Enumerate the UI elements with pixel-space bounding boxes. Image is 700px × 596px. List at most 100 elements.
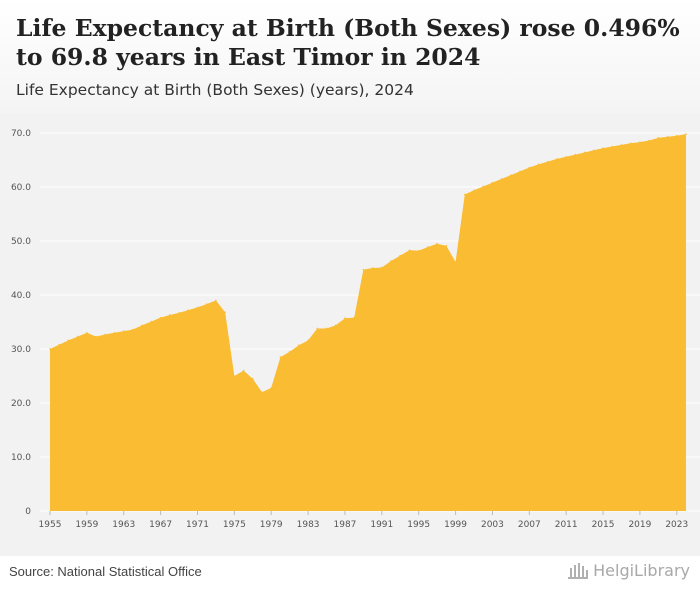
data-point xyxy=(565,155,567,158)
data-point xyxy=(187,309,190,311)
data-point xyxy=(500,178,503,180)
x-tick-label: 1987 xyxy=(334,520,357,530)
x-tick-label: 2023 xyxy=(665,520,688,530)
data-point xyxy=(473,189,475,192)
data-point xyxy=(399,254,402,257)
y-tick-label: 40.0 xyxy=(11,291,31,301)
data-point xyxy=(556,158,558,160)
y-tick-label: 50.0 xyxy=(11,237,31,247)
x-tick-label: 1999 xyxy=(444,520,467,530)
y-tick-label: 20.0 xyxy=(11,399,31,409)
data-point xyxy=(141,324,143,327)
data-point xyxy=(685,133,687,135)
chart-subtitle: Life Expectancy at Birth (Both Sexes) (y… xyxy=(16,81,414,99)
data-point xyxy=(178,312,180,314)
x-tick-label: 1995 xyxy=(407,520,430,530)
library-building-icon xyxy=(567,562,589,580)
data-point xyxy=(224,311,226,314)
data-point xyxy=(353,316,355,319)
data-point xyxy=(205,303,208,305)
data-point xyxy=(666,135,669,138)
data-point xyxy=(215,299,217,302)
data-point xyxy=(122,330,125,332)
data-point xyxy=(76,335,79,338)
data-point xyxy=(546,160,549,163)
data-point xyxy=(639,141,641,143)
data-point xyxy=(316,327,319,330)
data-point xyxy=(593,149,595,152)
x-tick-label: 1991 xyxy=(370,520,393,530)
data-point xyxy=(371,267,374,269)
data-point xyxy=(620,144,623,146)
data-point xyxy=(648,139,650,142)
brand-name: HelgiLibrary xyxy=(593,561,690,580)
data-point xyxy=(298,344,300,347)
area-chart: 010.020.030.040.050.060.070.0 1955 1959 19… xyxy=(11,129,700,530)
data-point xyxy=(325,327,328,330)
data-point xyxy=(528,166,531,169)
data-point xyxy=(417,249,420,252)
x-tick-label: 1983 xyxy=(297,520,320,530)
data-point xyxy=(113,332,116,334)
life-expectancy-area xyxy=(50,134,686,511)
data-point xyxy=(510,174,512,176)
x-tick-label: 2015 xyxy=(592,520,615,530)
data-point xyxy=(196,306,199,309)
data-point xyxy=(445,245,448,247)
data-point xyxy=(629,142,632,145)
data-point xyxy=(519,170,521,173)
data-point xyxy=(58,343,61,346)
data-point xyxy=(381,266,383,269)
data-point xyxy=(251,377,254,380)
data-point xyxy=(454,261,457,263)
y-tick-label: 60.0 xyxy=(11,183,31,193)
data-point xyxy=(583,151,586,154)
data-point xyxy=(233,375,236,377)
data-point xyxy=(95,335,97,338)
data-point xyxy=(67,339,70,342)
data-point xyxy=(344,317,346,320)
data-point xyxy=(270,387,273,389)
data-point xyxy=(602,147,604,149)
data-point xyxy=(408,249,411,251)
data-point xyxy=(390,260,392,262)
data-point xyxy=(463,193,466,196)
data-point xyxy=(427,246,429,248)
data-point xyxy=(334,324,337,327)
chart-title: Life Expectancy at Birth (Both Sexes) ro… xyxy=(16,14,680,71)
x-tick-label: 2003 xyxy=(481,520,504,530)
x-tick-label: 2011 xyxy=(555,520,578,530)
x-tick-label: 2019 xyxy=(628,520,651,530)
x-axis-ticks: 1955 1959 1963 1967 1971 1975 1979 1983 1987 1991… xyxy=(39,511,688,530)
x-tick-label: 1959 xyxy=(75,520,98,530)
data-point xyxy=(574,153,577,156)
x-tick-label: 1979 xyxy=(260,520,283,530)
x-tick-label: 1967 xyxy=(149,520,172,530)
data-point xyxy=(132,328,134,331)
data-point xyxy=(307,339,309,342)
data-point xyxy=(482,185,485,188)
x-tick-label: 1971 xyxy=(186,520,209,530)
data-point xyxy=(657,137,660,139)
x-tick-label: 1955 xyxy=(39,520,62,530)
y-tick-label: 70.0 xyxy=(11,129,31,139)
area-series xyxy=(49,133,687,511)
y-tick-label: 10.0 xyxy=(11,453,31,463)
source-note: Source: National Statistical Office xyxy=(9,564,202,579)
data-point xyxy=(491,181,494,184)
x-tick-label: 2007 xyxy=(518,520,541,530)
data-point xyxy=(242,369,245,372)
y-tick-label: 30.0 xyxy=(11,345,31,355)
data-point xyxy=(436,242,438,245)
brand-logo: HelgiLibrary xyxy=(567,561,690,580)
x-tick-label: 1975 xyxy=(223,520,246,530)
data-point xyxy=(261,391,263,394)
data-point xyxy=(86,332,88,334)
data-point xyxy=(611,145,614,148)
x-tick-label: 1963 xyxy=(112,520,135,530)
data-point xyxy=(279,356,282,358)
data-point xyxy=(362,268,365,271)
data-point xyxy=(288,350,291,353)
data-point xyxy=(150,320,153,323)
chart-header: Life Expectancy at Birth (Both Sexes) ro… xyxy=(0,0,700,113)
